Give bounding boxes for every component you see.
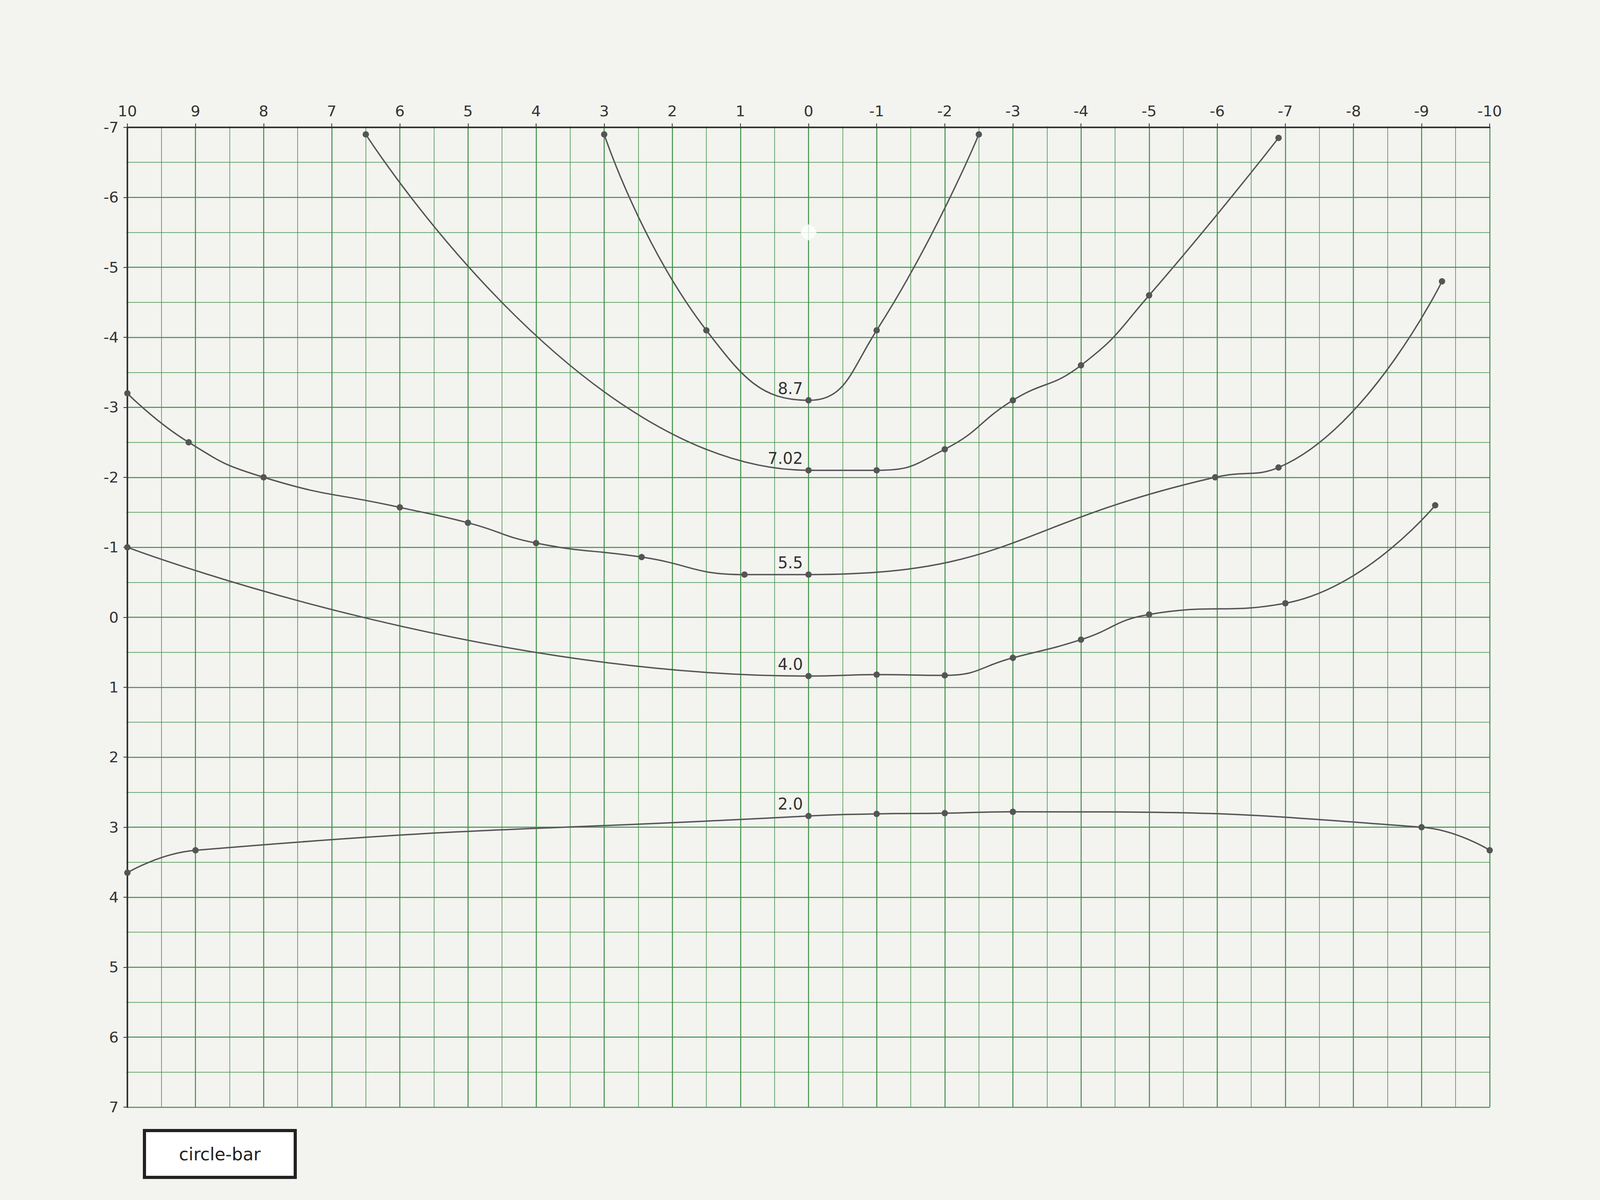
svg-text:-10: -10 xyxy=(1477,102,1502,120)
svg-text:8.7: 8.7 xyxy=(777,379,804,398)
svg-text:-9: -9 xyxy=(1413,102,1429,120)
svg-text:2.0: 2.0 xyxy=(777,794,804,814)
svg-text:0: 0 xyxy=(803,102,814,120)
svg-text:3: 3 xyxy=(109,818,119,837)
svg-text:4.0: 4.0 xyxy=(777,655,804,674)
svg-text:5.5: 5.5 xyxy=(777,553,804,572)
svg-text:7: 7 xyxy=(109,1098,119,1116)
svg-text:-3: -3 xyxy=(103,398,119,416)
svg-text:-5: -5 xyxy=(103,258,119,277)
svg-text:2: 2 xyxy=(667,102,677,120)
svg-text:7.02: 7.02 xyxy=(767,449,803,468)
svg-text:-8: -8 xyxy=(1346,102,1362,120)
svg-text:-6: -6 xyxy=(1209,102,1225,120)
svg-text:-1: -1 xyxy=(103,538,119,556)
svg-text:1: 1 xyxy=(735,102,746,120)
svg-text:5: 5 xyxy=(109,958,119,976)
svg-text:2: 2 xyxy=(109,748,119,766)
svg-text:-3: -3 xyxy=(1005,102,1021,120)
svg-text:-7: -7 xyxy=(103,118,119,137)
svg-text:6: 6 xyxy=(395,102,405,120)
svg-text:1: 1 xyxy=(109,678,119,697)
svg-text:-4: -4 xyxy=(103,328,119,347)
svg-text:3: 3 xyxy=(599,102,609,120)
svg-text:-2: -2 xyxy=(103,468,119,487)
svg-text:circle-bar: circle-bar xyxy=(178,1144,262,1165)
svg-text:5: 5 xyxy=(463,102,473,120)
svg-text:-5: -5 xyxy=(1141,102,1157,120)
svg-text:4: 4 xyxy=(109,888,119,906)
svg-text:9: 9 xyxy=(190,102,201,120)
svg-text:7: 7 xyxy=(326,102,337,120)
svg-text:-1: -1 xyxy=(869,102,885,120)
svg-text:-7: -7 xyxy=(1277,102,1293,120)
svg-text:-6: -6 xyxy=(103,188,119,206)
svg-text:-4: -4 xyxy=(1073,102,1089,120)
svg-text:10: 10 xyxy=(117,102,137,120)
svg-text:0: 0 xyxy=(109,608,119,627)
svg-text:8: 8 xyxy=(258,102,269,120)
svg-text:6: 6 xyxy=(109,1028,119,1047)
svg-text:4: 4 xyxy=(531,102,541,120)
svg-text:-2: -2 xyxy=(937,102,953,120)
